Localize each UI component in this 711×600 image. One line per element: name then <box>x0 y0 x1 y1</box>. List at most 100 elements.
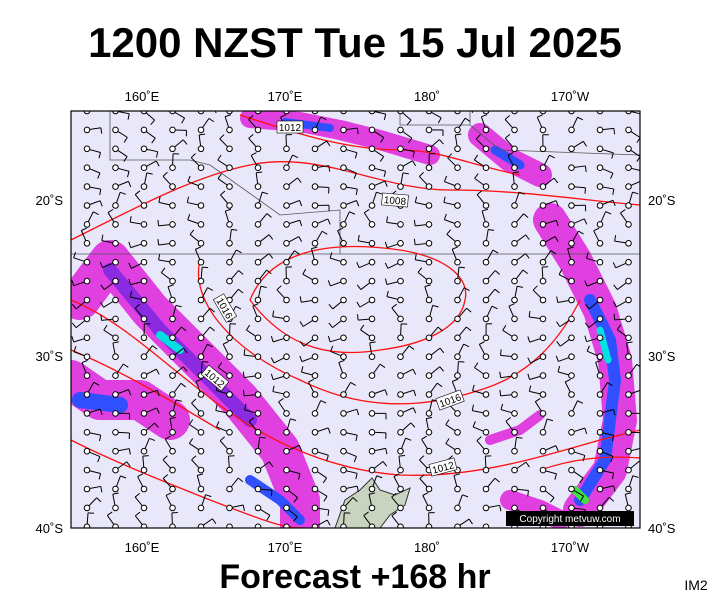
barb-feather <box>357 314 359 321</box>
barb-feather <box>419 474 425 479</box>
barb-feather <box>476 436 482 441</box>
barb-feather <box>180 382 187 388</box>
barb-feather <box>584 335 588 342</box>
barb-station <box>596 353 604 361</box>
barb-station <box>340 296 347 304</box>
barb-station <box>112 372 119 379</box>
barb-feather <box>360 324 365 331</box>
barb-feather <box>417 267 423 273</box>
barb-station <box>340 447 347 455</box>
barb-feather <box>238 270 244 275</box>
barb-station <box>625 221 632 228</box>
barb-station <box>511 221 518 228</box>
barb-station <box>283 466 290 474</box>
barb-stem <box>542 111 543 112</box>
barb-station <box>511 391 518 398</box>
barb-feather <box>326 140 331 147</box>
barb-station <box>311 334 319 342</box>
barb-feather <box>260 285 267 288</box>
barb-feather <box>97 456 101 463</box>
barb-feather <box>419 171 425 177</box>
barb-station <box>511 111 518 115</box>
barb-station <box>397 429 404 436</box>
barb-station <box>112 202 119 209</box>
barb-feather <box>251 96 256 99</box>
lon-label-top: 160˚E <box>125 89 160 104</box>
barb-station <box>226 372 233 379</box>
barb-feather <box>379 363 386 368</box>
barb-feather <box>669 369 672 374</box>
barb-feather <box>642 390 644 396</box>
barb-stem <box>87 111 88 112</box>
barb-station <box>140 391 148 398</box>
barb-feather <box>474 173 479 179</box>
barb-feather <box>579 477 584 484</box>
barb-station <box>311 183 319 190</box>
barb-station <box>596 164 604 171</box>
barb-station <box>397 240 404 247</box>
barb-feather <box>582 141 587 147</box>
barb-feather <box>98 152 101 159</box>
barb-feather <box>156 407 160 414</box>
barb-station <box>83 485 91 493</box>
barb-station <box>140 447 148 455</box>
barb-station <box>169 315 176 323</box>
barb-feather <box>414 253 417 260</box>
barb-feather <box>129 216 132 223</box>
barb-feather <box>383 170 387 178</box>
barb-feather <box>583 218 588 225</box>
barb-station <box>83 183 91 190</box>
barb-feather <box>481 114 488 118</box>
barb-feather <box>329 252 333 259</box>
barb-feather <box>535 397 541 403</box>
barb-feather <box>272 310 275 317</box>
barb-feather <box>248 133 254 139</box>
barb-feather <box>299 341 305 347</box>
barb-feather <box>626 341 633 344</box>
barb-station <box>568 429 575 436</box>
barb-station <box>625 372 632 379</box>
barb-station <box>340 145 347 153</box>
barb-station <box>169 504 176 512</box>
barb-feather <box>128 241 132 248</box>
barb-feather <box>555 200 559 207</box>
barb-feather <box>354 102 358 106</box>
barb-feather <box>439 139 444 145</box>
barb-station <box>397 523 404 528</box>
barb-station <box>226 240 233 247</box>
barb-station <box>368 447 376 455</box>
barb-station <box>539 240 547 247</box>
barb-station <box>254 126 262 134</box>
barb-feather <box>669 160 672 165</box>
barb-station <box>197 353 205 361</box>
barb-feather <box>99 434 102 442</box>
boundaries <box>71 111 640 255</box>
barb-station <box>625 296 632 304</box>
barb-station <box>83 111 91 115</box>
barb-feather <box>222 341 229 345</box>
barb-station <box>311 410 319 417</box>
isobar-label: 1008 <box>381 192 409 208</box>
barb-station <box>83 221 91 228</box>
barb-feather <box>554 236 559 242</box>
barb-station <box>482 447 490 455</box>
barb-stem <box>600 111 601 112</box>
barb-station <box>197 258 205 266</box>
barb-feather <box>112 341 119 344</box>
barb-station <box>169 111 176 115</box>
barb-station <box>83 504 91 512</box>
barb-feather <box>127 171 130 178</box>
barb-station <box>596 145 604 153</box>
barb-feather <box>157 238 160 246</box>
barb-feather <box>99 189 102 196</box>
barb-station <box>568 202 575 209</box>
barb-feather <box>612 188 615 195</box>
lat-label-left: 40˚S <box>36 521 64 536</box>
barb-station <box>197 410 205 417</box>
barb-feather <box>262 191 269 195</box>
barb-feather <box>502 324 507 331</box>
barb-feather <box>384 241 388 248</box>
barb-station <box>83 126 91 134</box>
barb-station <box>112 523 119 528</box>
barb-station <box>482 504 490 512</box>
